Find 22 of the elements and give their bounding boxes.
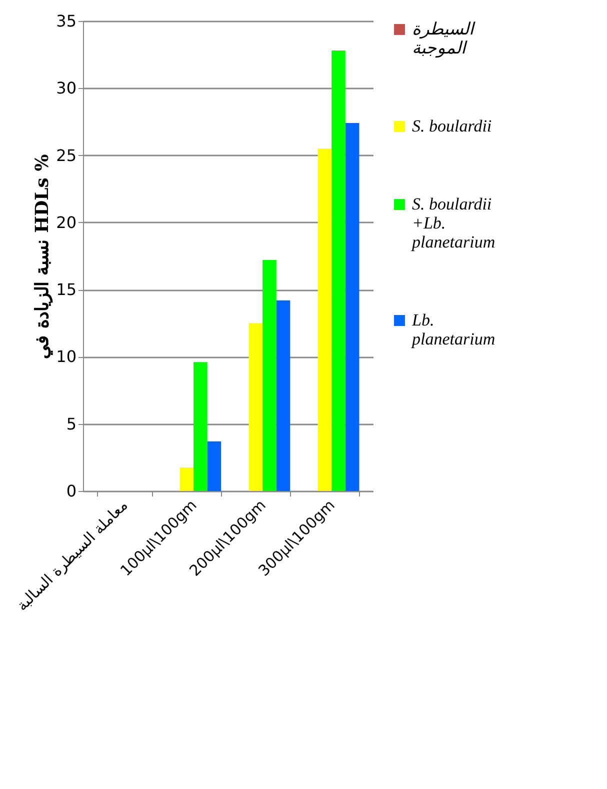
y-tick-label: 15 <box>56 280 76 300</box>
bar <box>180 468 194 491</box>
bar <box>318 148 332 491</box>
y-tick-label: 35 <box>56 12 76 30</box>
bar <box>345 123 360 491</box>
bar <box>193 362 208 491</box>
y-tick-label: 5 <box>66 414 76 434</box>
legend-label: Lb. planetarium <box>411 310 496 348</box>
bar <box>207 441 222 491</box>
y-tick-label: 20 <box>56 212 76 232</box>
y-tick-label: 0 <box>66 482 76 500</box>
y-tick-label: 10 <box>56 347 76 366</box>
bar <box>248 323 263 491</box>
bar <box>262 260 276 491</box>
y-tick-label: 25 <box>56 146 76 165</box>
y-axis-title: نسبة الزيادة في HDLs % <box>32 154 54 359</box>
legend-label: S. boulardii +Lb. planetarium <box>411 194 496 252</box>
bar <box>276 300 290 491</box>
legend-label: السيطرة الموجبة <box>412 20 476 58</box>
y-tick-label: 30 <box>56 78 76 98</box>
bar <box>332 50 346 491</box>
legend-label: S. boulardii <box>412 116 492 136</box>
